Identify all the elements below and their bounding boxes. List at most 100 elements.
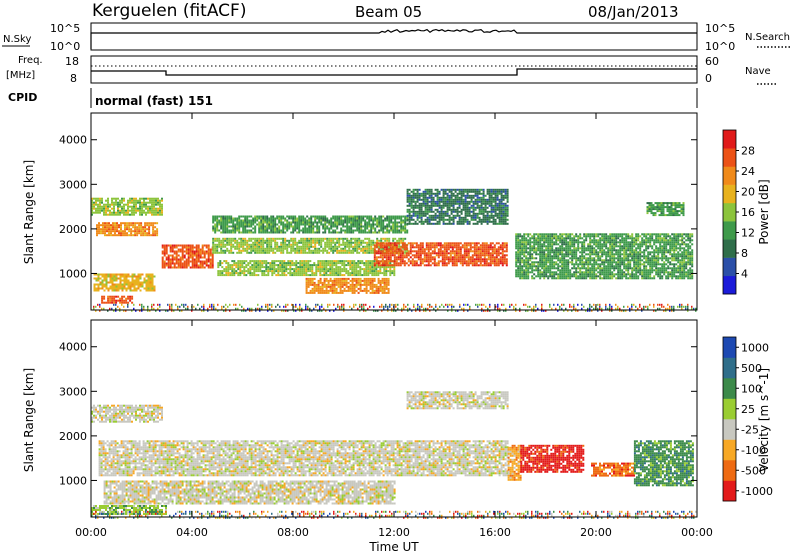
power-cell — [383, 289, 386, 292]
power-cell — [294, 239, 297, 242]
power-cell — [211, 258, 214, 261]
power-cell — [497, 248, 500, 251]
power-cell — [111, 203, 113, 206]
power-cell — [119, 279, 122, 282]
power-cell — [470, 196, 473, 199]
power-cell — [345, 260, 348, 263]
power-cell — [261, 260, 264, 263]
power-cell — [127, 279, 130, 282]
power-cell — [455, 256, 458, 259]
power-cell — [253, 264, 256, 267]
power-cell — [266, 215, 269, 218]
power-cell — [309, 291, 312, 294]
power-cell — [467, 252, 470, 255]
power-cell — [478, 218, 481, 221]
power-cell — [294, 219, 297, 222]
power-cell — [298, 227, 301, 230]
power-cell — [203, 244, 206, 247]
power-cell — [137, 209, 139, 212]
power-cell — [504, 206, 507, 209]
power-cell — [406, 249, 409, 252]
power-cell — [464, 210, 467, 213]
power-cell — [368, 247, 371, 250]
power-cell — [326, 227, 329, 230]
power-cell — [244, 243, 247, 246]
power-cell — [349, 260, 352, 263]
power-cell — [517, 241, 520, 244]
power-cell — [465, 260, 468, 263]
power-cell — [289, 268, 292, 271]
power-cell — [301, 266, 304, 269]
power-cell — [504, 222, 507, 225]
power-cell — [116, 222, 118, 225]
power-cell — [141, 213, 143, 216]
power-cell — [283, 272, 286, 275]
power-cell — [250, 243, 253, 246]
power-cell — [348, 219, 351, 222]
power-cell — [133, 199, 135, 202]
power-cell — [330, 243, 333, 246]
power-cell — [320, 223, 323, 226]
power-cell — [157, 201, 159, 204]
power-cell — [207, 266, 210, 269]
power-cell — [222, 243, 225, 246]
power-cell — [393, 264, 396, 267]
power-cell — [337, 279, 340, 282]
power-cell — [163, 244, 166, 247]
power-cell — [326, 251, 329, 254]
power-cell — [316, 251, 319, 254]
power-cell — [359, 270, 362, 273]
power-cell — [464, 208, 467, 211]
power-cell — [541, 249, 544, 252]
power-cell — [93, 205, 95, 208]
power-cell — [462, 188, 465, 191]
power-cell — [147, 283, 150, 286]
power-cell — [519, 255, 522, 258]
power-cell — [371, 262, 374, 265]
power-cell — [330, 247, 333, 250]
power-cell — [111, 299, 114, 302]
nave-tick-60: 60 — [705, 55, 719, 68]
power-cell — [332, 249, 335, 252]
power-cell — [424, 204, 427, 207]
power-cell — [424, 214, 427, 217]
power-cell — [328, 227, 331, 230]
power-cell — [214, 229, 217, 232]
power-cell — [241, 266, 244, 269]
power-cell — [525, 243, 528, 246]
power-cell — [323, 260, 326, 263]
power-cell — [529, 271, 532, 274]
power-cell — [108, 234, 110, 237]
power-cell — [428, 194, 431, 197]
power-cell — [547, 237, 550, 240]
power-cell — [167, 244, 170, 247]
power-cell — [352, 229, 355, 232]
power-cell — [106, 226, 108, 229]
power-cell — [490, 210, 493, 213]
power-cell — [226, 227, 229, 230]
power-cell — [125, 213, 127, 216]
power-cell — [406, 217, 409, 220]
power-cell — [181, 244, 184, 247]
power-cell — [445, 252, 448, 255]
nsearch-label: N.Search — [745, 32, 790, 43]
power-cell — [234, 231, 237, 234]
power-cell — [148, 228, 151, 231]
power-cell — [442, 204, 445, 207]
power-cell — [543, 245, 546, 248]
power-cell — [433, 242, 436, 245]
power-cell — [368, 221, 371, 224]
power-cell — [321, 289, 324, 292]
power-cell — [308, 219, 311, 222]
power-cell — [328, 251, 331, 254]
power-cell — [113, 301, 116, 304]
power-cell — [131, 283, 134, 286]
power-cell — [137, 201, 139, 204]
power-cell — [480, 212, 483, 215]
power-cell — [381, 279, 384, 282]
power-cell — [329, 289, 332, 292]
power-cell — [107, 205, 109, 208]
power-cell — [212, 227, 215, 230]
power-cell — [336, 245, 339, 248]
power-cell — [264, 241, 267, 244]
